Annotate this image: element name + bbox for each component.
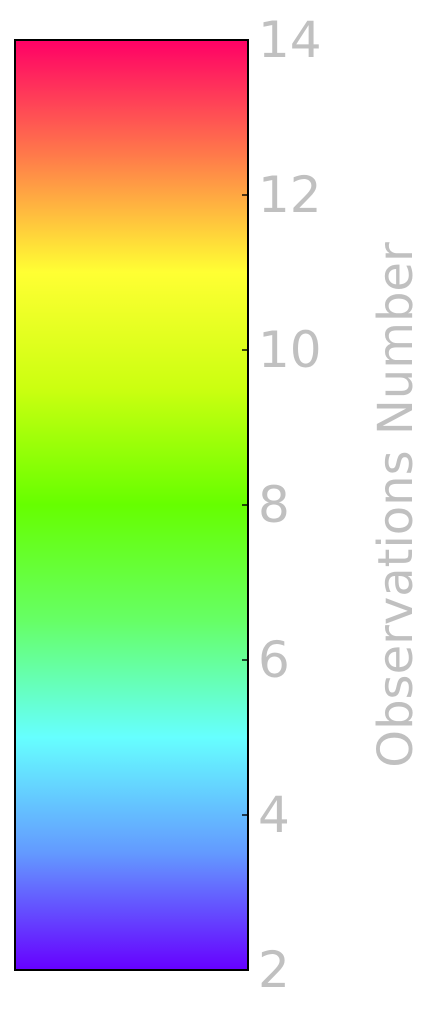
colorbar-fill — [15, 40, 248, 970]
colorbar-tick-label: 2 — [258, 941, 290, 999]
colorbar-tick-label: 4 — [258, 786, 290, 844]
colorbar-axis-label: Observations Number — [368, 242, 424, 768]
colorbar-ticks: 2 4 6 8 10 12 14 — [242, 11, 322, 999]
colorbar-tick-label: 6 — [258, 631, 290, 689]
colorbar-tick-label: 14 — [258, 11, 322, 69]
colorbar-tick-label: 12 — [258, 166, 322, 224]
colorbar-tick-label: 8 — [258, 476, 290, 534]
colorbar-tick-label: 10 — [258, 321, 322, 379]
